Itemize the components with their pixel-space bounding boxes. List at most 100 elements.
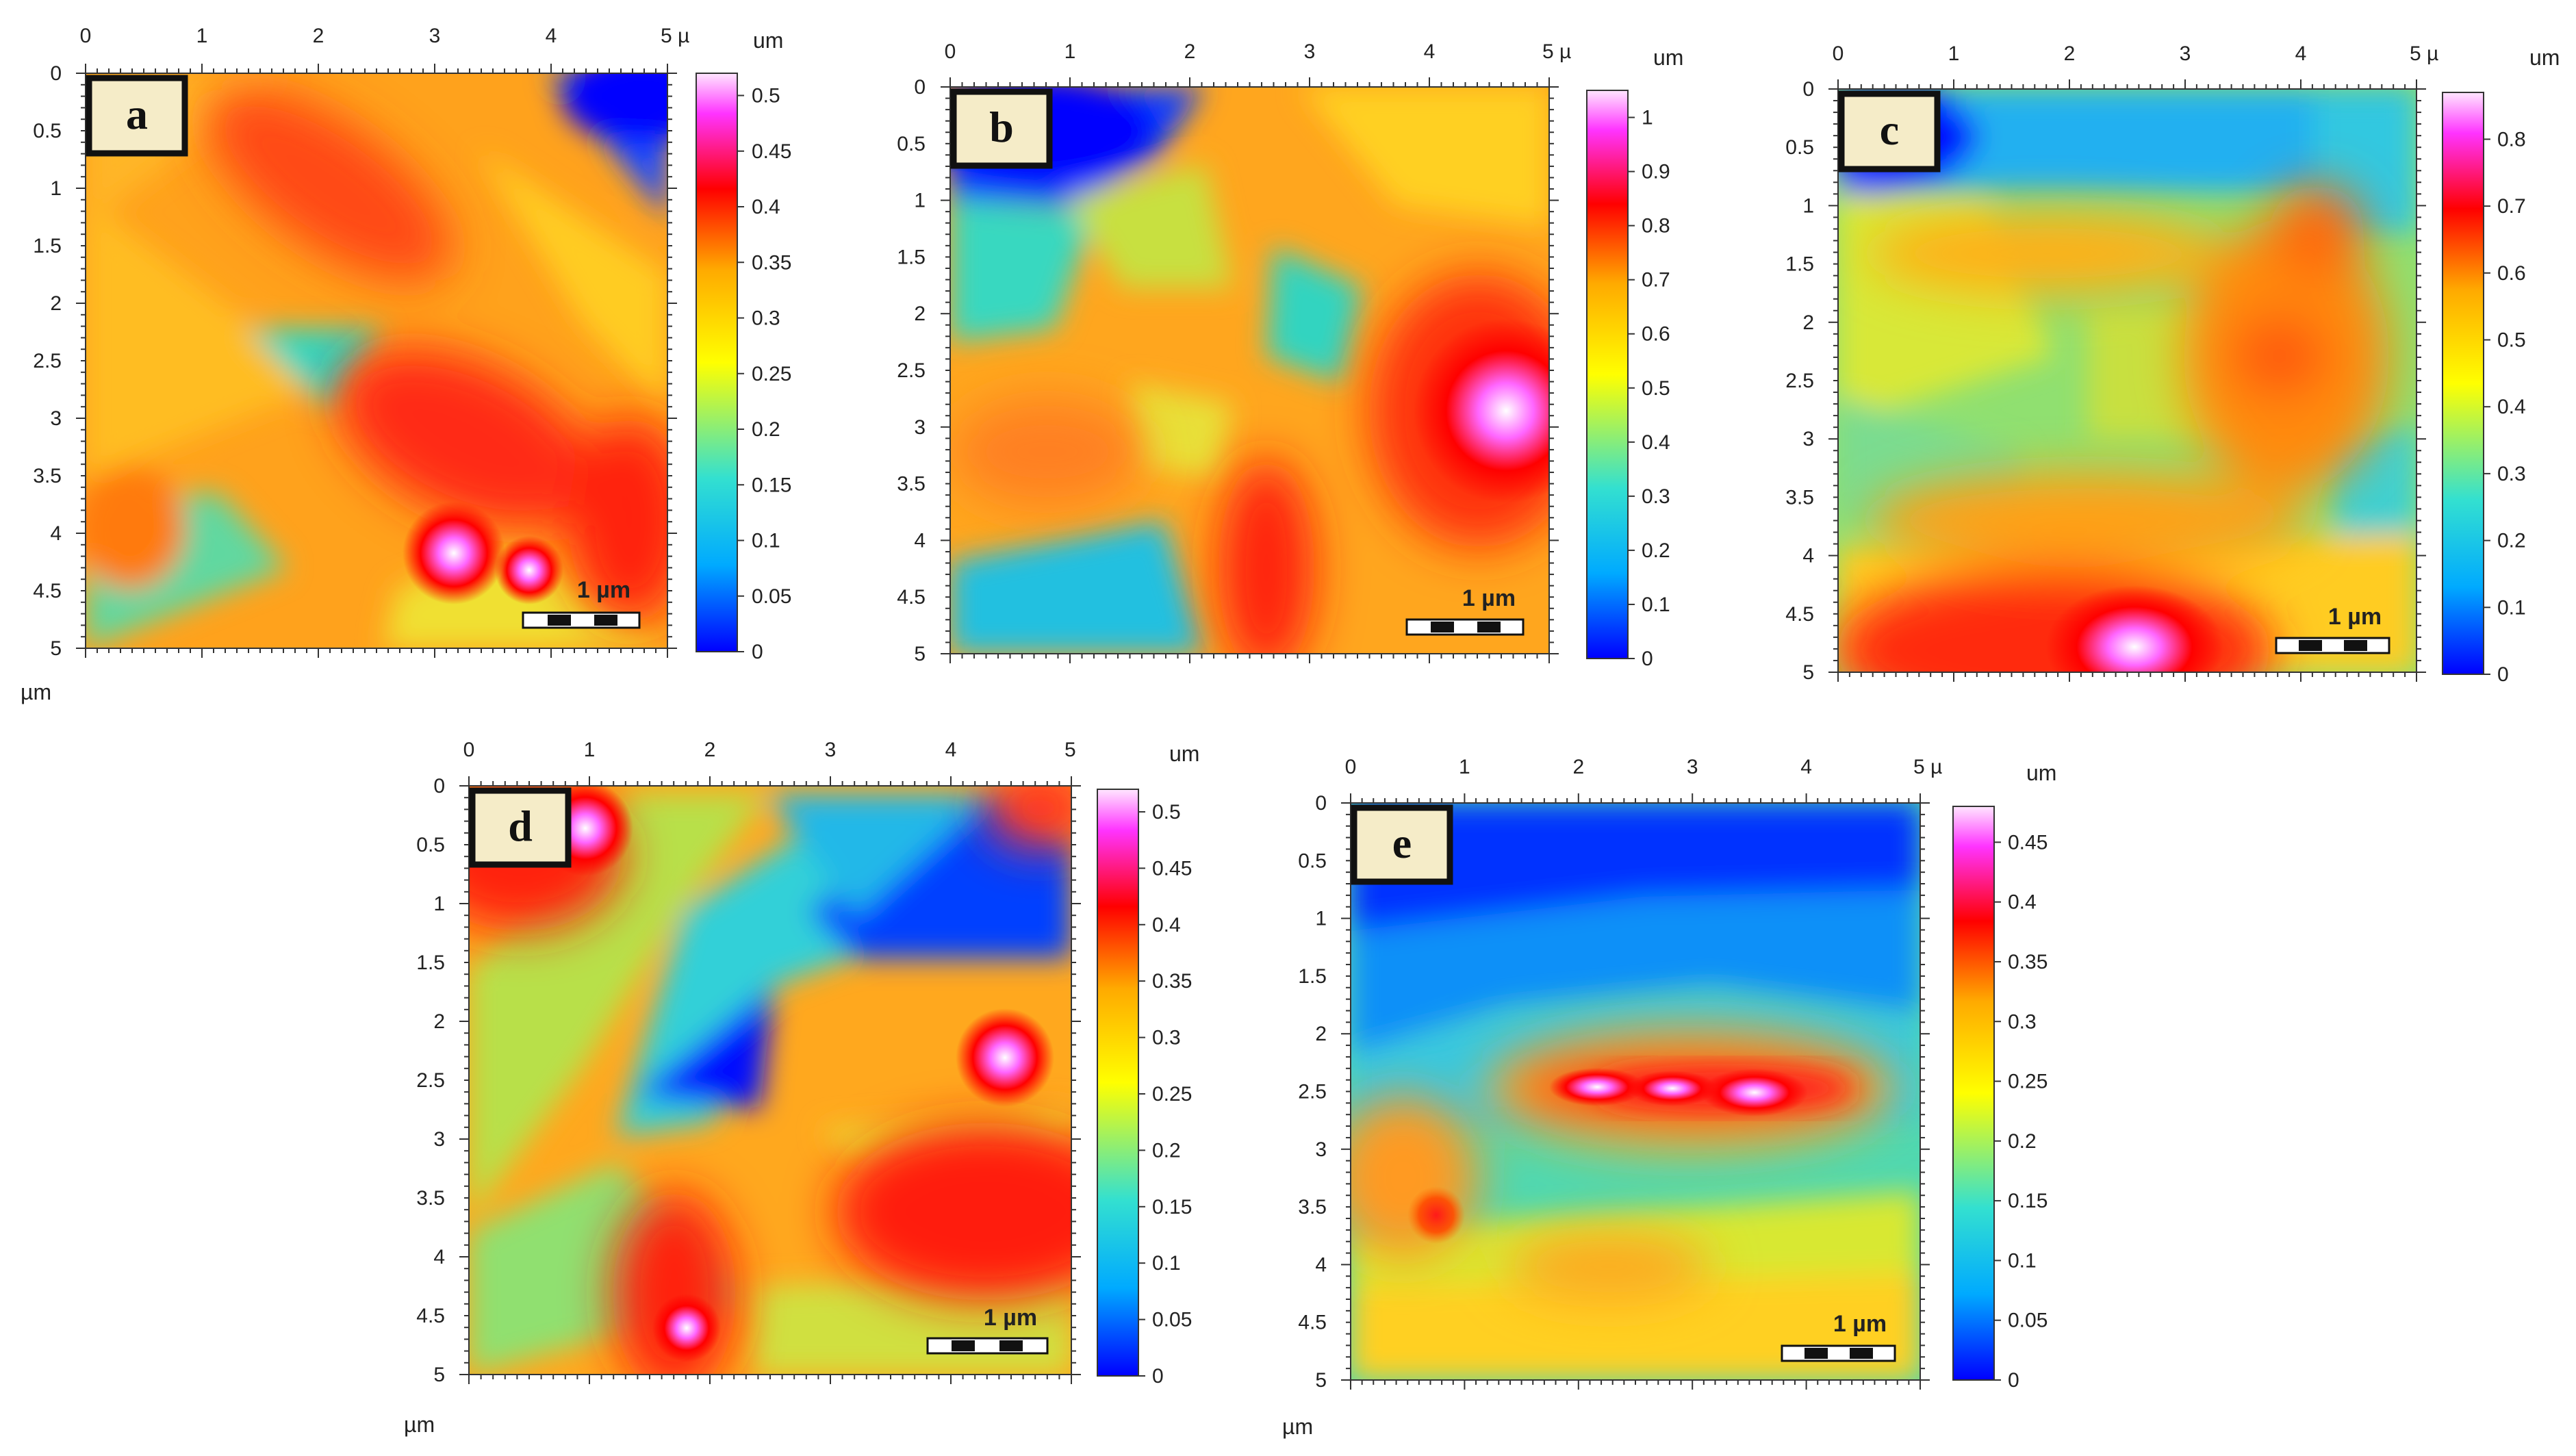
y-tick-label: 0 (914, 76, 926, 99)
panel-c: 0 1 2 3 4 5 µ 0 0.5 1 1.5 2 2.5 3 3.5 4 4.5 5 c 1 µm um… (1785, 42, 2560, 686)
y-tick-label: 4.5 (897, 586, 926, 609)
y-tick-label: 3 (1802, 428, 1814, 450)
panel-label-d: d (508, 802, 533, 850)
y-tick-label: 3 (914, 416, 926, 439)
x-tick-label: 0 (1833, 42, 1844, 65)
y-tick-label: 4 (1802, 545, 1814, 567)
x-tick-label: 1 (196, 25, 208, 47)
x-tick-label: 1 (1064, 40, 1076, 63)
panel-e: 0 1 2 3 4 5 µ 0 0.5 1 1.5 2 2.5 3 3.5 4 4.5 5 e 1 µm um… (1282, 756, 2056, 1439)
colorbar-tick-label: 0.7 (1642, 269, 1670, 292)
panel-label-b: b (989, 103, 1014, 151)
y-tick-label: 1 (1315, 908, 1327, 930)
colorbar-tick-label: 0.4 (1642, 431, 1670, 454)
height-map-b (950, 87, 1549, 654)
height-peak-c (2045, 585, 2223, 672)
scale-bar-text-a: 1 µm (577, 577, 630, 603)
scale-bar-a: 1 µm (522, 577, 641, 629)
colorbar-tick-label: 0.35 (752, 251, 791, 274)
y-tick-label: 2 (1315, 1023, 1327, 1045)
colorbar-tick-label: 0.1 (1152, 1252, 1181, 1275)
y-tick-label: 0.5 (33, 120, 62, 142)
x-axis-b: 0 1 2 3 4 5 µ (945, 40, 1571, 663)
y-tick-label: 1.5 (1785, 253, 1814, 276)
y-tick-label: 3.5 (897, 473, 926, 496)
x-tick-label: 1 (1948, 42, 1960, 65)
y-tick-label: 0.5 (897, 133, 926, 155)
scale-bar-text-b: 1 µm (1462, 585, 1516, 611)
y-tick-label: 1 (433, 893, 445, 915)
colorbar-tick-label: 0.05 (1152, 1309, 1192, 1331)
panel-label-box-d: d (469, 787, 572, 868)
colorbar-tick-label: 0.4 (2497, 396, 2526, 418)
height-map-e (1351, 803, 1920, 1380)
x-tick-label: 3 (1687, 756, 1698, 778)
panel-label-box-b: b (950, 88, 1053, 169)
y-tick-label: 4 (914, 529, 926, 552)
colorbar-tick-label: 0.2 (1152, 1139, 1181, 1162)
x-axis-d: 0 1 2 3 4 5 (463, 739, 1076, 1384)
scale-bar-b: 1 µm (1405, 585, 1525, 636)
scale-bar-d: 1 µm (926, 1305, 1049, 1355)
colorbar-tick-label: 0.2 (2008, 1130, 2037, 1153)
colorbar-tick-label: 0.15 (752, 474, 791, 496)
colorbar-tick-label: 1 (1642, 107, 1653, 129)
x-tick-label: 1 (584, 739, 596, 761)
x-tick-label: 4 (945, 739, 957, 761)
y-tick-label: 0 (1802, 78, 1814, 101)
y-axis-b: 0 0.5 1 1.5 2 2.5 3 3.5 4 4.5 5 (897, 76, 1559, 665)
colorbar-tick-label: 0.6 (2497, 262, 2526, 285)
axis-unit-d: µm (404, 1412, 435, 1437)
colorbar-unit-a: um (753, 28, 783, 53)
x-axis-a: 0 1 2 3 4 5 µ (80, 25, 689, 658)
colorbar-tick-label: 0.2 (2497, 530, 2526, 552)
x-tick-label: 5 µ (1542, 40, 1571, 63)
height-peak-e3 (1701, 1069, 1808, 1116)
colorbar-tick-label: 0.9 (1642, 161, 1670, 183)
y-tick-label: 3.5 (33, 465, 62, 487)
colorbar-unit-c: um (2529, 45, 2560, 70)
height-peak-e2 (1628, 1071, 1717, 1106)
colorbar-tick-label: 0.5 (2497, 329, 2526, 351)
x-tick-label: 5 µ (1913, 756, 1942, 778)
colorbar-tick-label: 0.4 (1152, 914, 1181, 936)
scale-bar-text-c: 1 µm (2328, 604, 2382, 630)
y-tick-label: 1.5 (897, 246, 926, 268)
colorbar-tick-label: 0.25 (752, 363, 791, 385)
x-tick-label: 0 (80, 25, 92, 47)
y-tick-label: 1 (914, 190, 926, 212)
colorbar-e: um 0.45 0.4 0.35 0.3 0.25 0.2 0.15 0.1 0.05 0 (1952, 761, 2056, 1392)
panel-label-box-c: c (1838, 90, 1941, 173)
colorbar-tick-label: 0.45 (752, 140, 791, 163)
colorbar-tick-label: 0.25 (1152, 1083, 1192, 1106)
panel-label-e: e (1392, 819, 1412, 867)
colorbar-tick-label: 0.45 (2008, 831, 2048, 854)
colorbar-tick-label: 0.1 (2497, 596, 2526, 619)
scale-bar-text-e: 1 µm (1833, 1311, 1887, 1337)
scale-bar-c: 1 µm (2275, 604, 2390, 654)
colorbar-tick-label: 0 (752, 641, 763, 663)
panel-label-c: c (1880, 105, 1899, 154)
y-tick-label: 4 (1315, 1253, 1327, 1276)
y-tick-label: 2 (1802, 311, 1814, 334)
y-tick-label: 3 (1315, 1138, 1327, 1161)
y-tick-label: 1 (1802, 194, 1814, 217)
y-tick-label: 1.5 (33, 235, 62, 257)
y-tick-label: 2.5 (1298, 1081, 1327, 1103)
y-axis-c: 0 0.5 1 1.5 2 2.5 3 3.5 4 4.5 5 (1785, 78, 2426, 684)
colorbar-c: um 0.8 0.7 0.6 0.5 0.4 0.3 0.2 0.1 0 (2442, 45, 2560, 686)
height-peak-a2 (495, 536, 563, 604)
y-tick-label: 3.5 (416, 1187, 445, 1210)
colorbar-tick-label: 0.2 (1642, 539, 1670, 562)
colorbar-tick-label: 0.2 (752, 418, 780, 441)
x-tick-label: 4 (1800, 756, 1812, 778)
y-tick-label: 2.5 (897, 359, 926, 382)
y-tick-label: 2.5 (33, 350, 62, 372)
y-tick-label: 3 (433, 1128, 445, 1151)
y-tick-label: 0.5 (1785, 136, 1814, 159)
colorbar-unit-b: um (1653, 45, 1683, 70)
y-axis-a: 0 0.5 1 1.5 2 2.5 3 3.5 4 4.5 5 (33, 62, 677, 660)
colorbar-tick-label: 0.3 (2008, 1010, 2037, 1033)
panel-label-a: a (126, 90, 148, 138)
